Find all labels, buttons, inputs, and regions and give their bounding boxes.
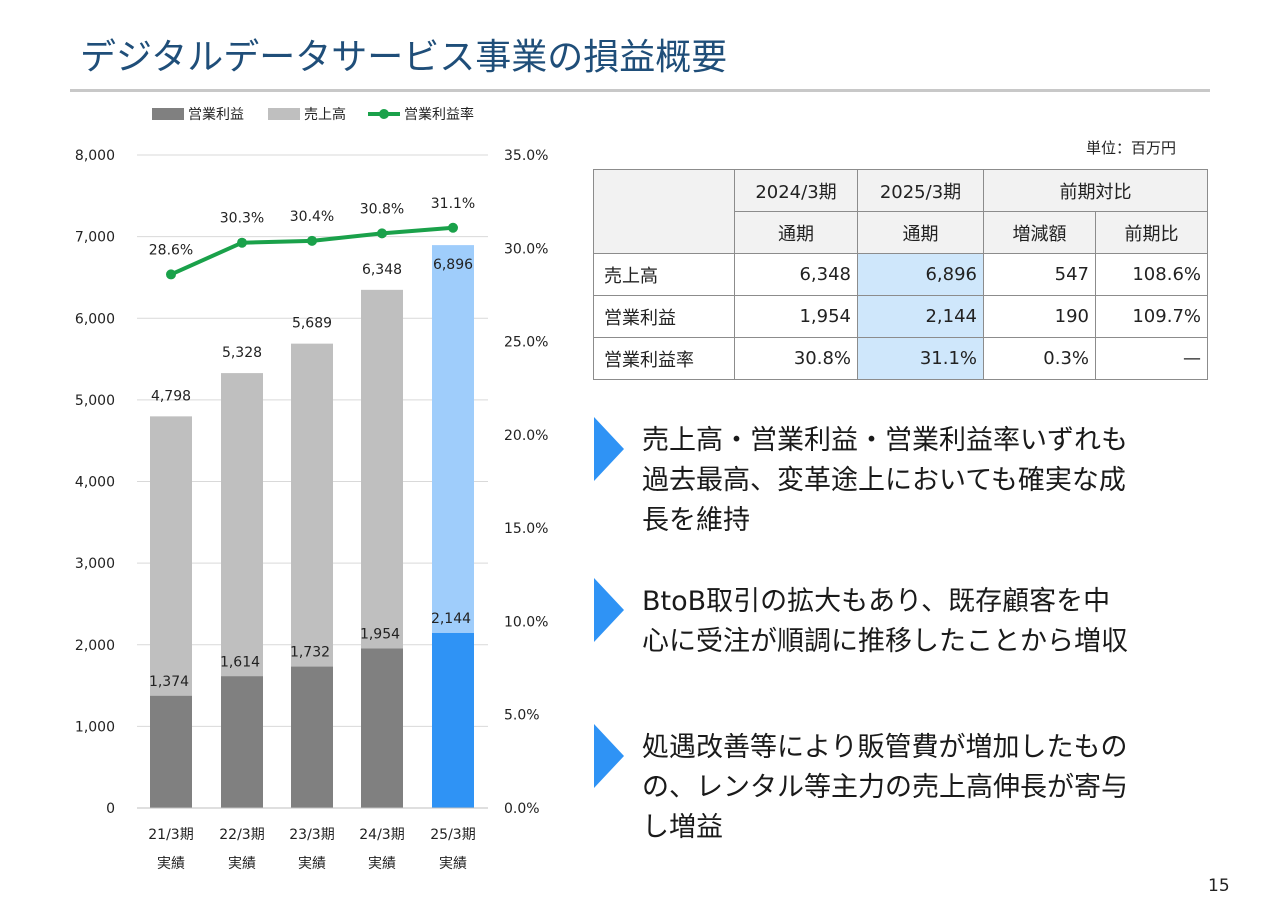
cell-prev: 1,954: [734, 295, 858, 338]
arrow-right-icon: [594, 417, 624, 481]
y-tick-label: 6,000: [75, 311, 115, 327]
operating-income-data-label: 2,144: [431, 611, 471, 627]
y2-tick-label: 0.0%: [504, 801, 540, 817]
x-category-sublabel: 実績: [298, 856, 326, 872]
y-tick-label: 1,000: [75, 719, 115, 735]
operating-margin-data-label: 30.8%: [360, 201, 404, 217]
y2-tick-label: 5.0%: [504, 708, 540, 724]
arrow-right-icon: [594, 724, 624, 788]
y2-tick-label: 30.0%: [504, 241, 548, 257]
y-tick-label: 7,000: [75, 230, 115, 246]
y2-tick-label: 25.0%: [504, 335, 548, 351]
table-row: 営業利益 1,954 2,144 190 109.7%: [593, 295, 1208, 338]
x-category-sublabel: 実績: [228, 856, 256, 872]
summary-table: 2024/3期 2025/3期 前期対比 通期 通期 増減額 前期比 売上高 6…: [593, 169, 1208, 380]
y2-tick-label: 10.0%: [504, 614, 548, 630]
operating-income-bar: [432, 632, 474, 808]
row-label: 営業利益率: [593, 337, 735, 380]
operating-income-data-label: 1,954: [360, 627, 400, 643]
cell-diff: 190: [983, 295, 1096, 338]
key-point-text: 売上高・営業利益・営業利益率いずれも 過去最高、変革途上においても確実な成 長を…: [642, 425, 1128, 536]
x-category-label: 25/3期: [430, 827, 475, 843]
cell-diff: 547: [983, 253, 1096, 296]
header-prev-period: 2024/3期: [734, 169, 858, 212]
x-category-sublabel: 実績: [368, 856, 396, 872]
x-category-label: 22/3期: [219, 827, 264, 843]
legend-marker-operating-margin: [379, 109, 389, 119]
cell-curr: 6,896: [857, 253, 984, 296]
legend-swatch-sales: [268, 108, 300, 120]
operating-income-bar: [361, 648, 403, 808]
sales-data-label: 6,348: [362, 262, 402, 278]
x-category-sublabel: 実績: [439, 856, 467, 872]
x-category-label: 23/3期: [289, 827, 334, 843]
sales-data-label: 6,896: [433, 257, 473, 273]
x-category-sublabel: 実績: [157, 856, 185, 872]
cell-curr: 2,144: [857, 295, 984, 338]
operating-margin-point: [448, 222, 458, 233]
operating-margin-point: [377, 228, 387, 239]
cell-ratio: 109.7%: [1095, 295, 1208, 338]
subheader-curr-full-year: 通期: [857, 211, 984, 254]
header-curr-period: 2025/3期: [857, 169, 984, 212]
cell-prev: 6,348: [734, 253, 858, 296]
table-header-row: 2024/3期 2025/3期 前期対比: [593, 169, 1208, 254]
y-tick-label: 4,000: [75, 475, 115, 491]
y-tick-label: 5,000: [75, 393, 115, 409]
sales-data-label: 4,798: [151, 388, 191, 404]
operating-margin-point: [307, 235, 317, 246]
subheader-change-amount: 増減額: [983, 211, 1096, 254]
operating-margin-data-label: 31.1%: [431, 196, 475, 212]
y2-tick-label: 20.0%: [504, 428, 548, 444]
operating-margin-data-label: 28.6%: [149, 242, 193, 258]
row-label: 売上高: [593, 253, 735, 296]
cell-diff: 0.3%: [983, 337, 1096, 380]
arrow-right-icon: [594, 578, 624, 642]
sales-data-label: 5,328: [222, 345, 262, 361]
table-row: 営業利益率 30.8% 31.1% 0.3% —: [593, 337, 1208, 380]
operating-margin-data-label: 30.3%: [220, 211, 264, 227]
sales-data-label: 5,689: [292, 316, 332, 332]
operating-income-data-label: 1,614: [220, 654, 260, 670]
legend-swatch-operating-income: [152, 108, 184, 120]
header-comparison: 前期対比: [983, 169, 1208, 212]
operating-income-bar: [221, 676, 263, 808]
operating-income-data-label: 1,732: [290, 645, 330, 661]
operating-margin-point: [237, 237, 247, 248]
cell-curr: 31.1%: [857, 337, 984, 380]
y-tick-label: 0: [106, 801, 115, 817]
y-tick-label: 3,000: [75, 556, 115, 572]
operating-margin-line: [170, 225, 454, 277]
page-title: デジタルデータサービス事業の損益概要: [80, 37, 728, 78]
operating-margin-point: [166, 269, 176, 280]
cell-ratio: 108.6%: [1095, 253, 1208, 296]
y-tick-label: 8,000: [75, 148, 115, 164]
operating-income-bar: [150, 695, 192, 808]
operating-income-data-label: 1,374: [149, 674, 189, 690]
x-category-label: 24/3期: [359, 827, 404, 843]
x-category-label: 21/3期: [148, 827, 193, 843]
table-corner-cell: [593, 169, 735, 254]
y2-tick-label: 35.0%: [504, 148, 548, 164]
page-number: 15: [1208, 876, 1230, 896]
legend-label-operating-income: 営業利益: [188, 107, 244, 123]
y-tick-label: 2,000: [75, 638, 115, 654]
cell-prev: 30.8%: [734, 337, 858, 380]
legend-label-sales: 売上高: [304, 106, 346, 123]
table-row: 売上高 6,348 6,896 547 108.6%: [593, 253, 1208, 296]
row-label: 営業利益: [593, 295, 735, 338]
title-divider: [70, 89, 1210, 92]
operating-income-bar: [291, 666, 333, 808]
unit-label: 単位：百万円: [1086, 139, 1177, 157]
key-point-text: BtoB取引の拡大もあり、既存顧客を中 心に受注が順調に推移したことから増収: [642, 586, 1128, 657]
cell-ratio: —: [1095, 337, 1208, 380]
operating-margin-data-label: 30.4%: [290, 209, 334, 225]
key-point-text: 処遇改善等により販管費が増加したもの の、レンタル等主力の売上高伸長が寄与 し増…: [642, 732, 1128, 843]
subheader-prev-full-year: 通期: [734, 211, 858, 254]
subheader-yoy-ratio: 前期比: [1095, 211, 1208, 254]
profit-chart: 0 1,000 2,000 3,000 4,000 5,000 6,000 7,000 8,00…: [75, 106, 549, 872]
y2-tick-label: 15.0%: [504, 521, 548, 537]
legend-label-operating-margin: 営業利益率: [404, 106, 474, 123]
